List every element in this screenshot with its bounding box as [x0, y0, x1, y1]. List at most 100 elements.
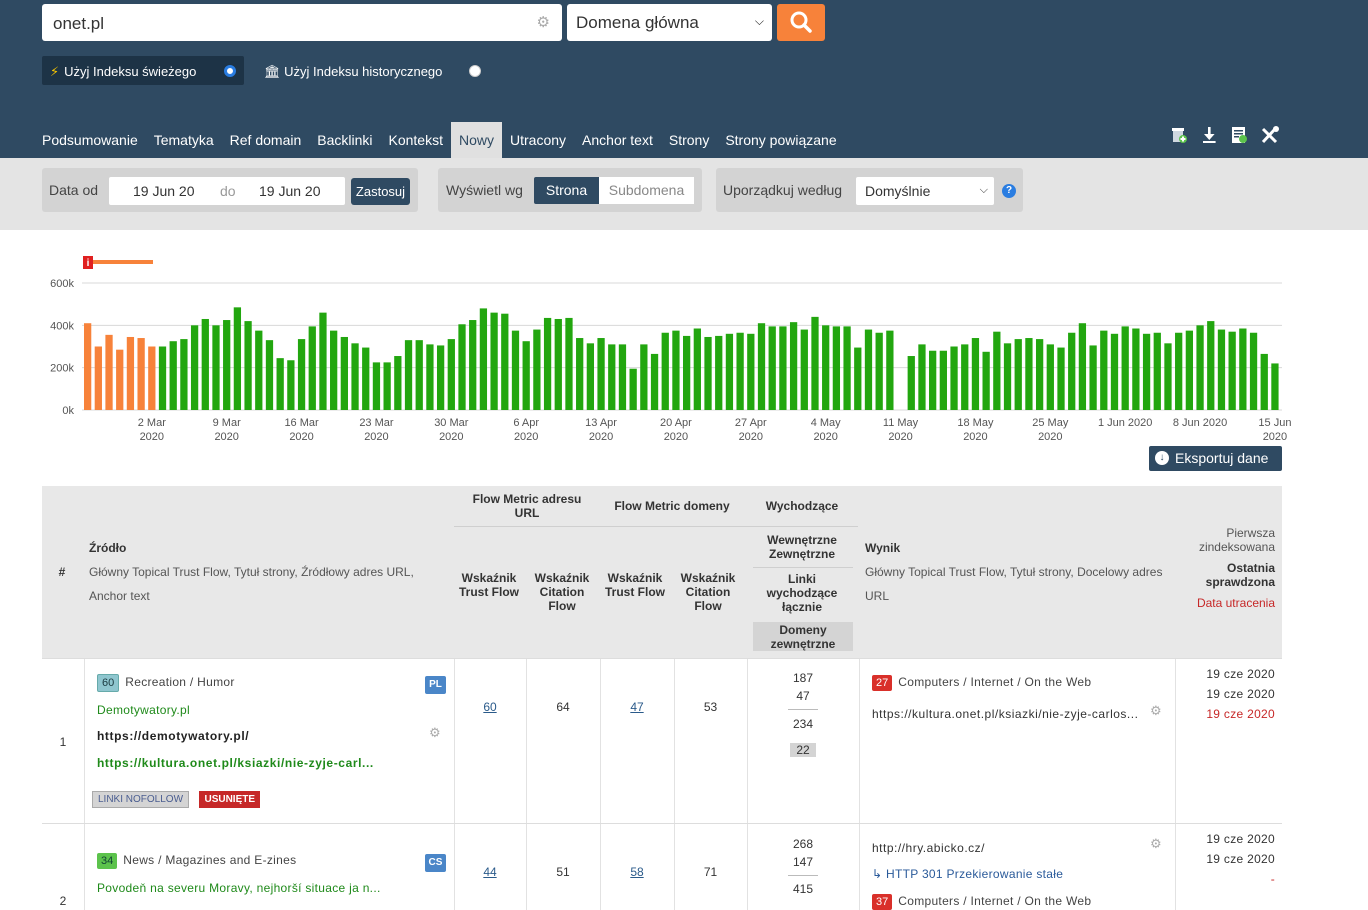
x-tick-year: 2020 [888, 431, 912, 443]
chart-bar [1057, 347, 1065, 410]
tab-utracony[interactable]: Utracony [510, 132, 567, 148]
domain-citation-flow: 53 [703, 700, 718, 714]
row-tags: LINKI NOFOLLOW USUNIĘTE [92, 789, 261, 808]
external-links: 268 [792, 837, 814, 851]
cell-divider [674, 824, 675, 910]
x-tick-year: 2020 [140, 431, 164, 443]
chart-bar [1239, 328, 1247, 410]
source-category[interactable]: Recreation / Humor [125, 675, 235, 689]
chart-bar [939, 350, 947, 410]
url-trust-flow[interactable]: 44 [483, 865, 497, 879]
chart-bar [255, 330, 263, 410]
col-last-header[interactable]: Ostatnia sprawdzona [1205, 561, 1275, 589]
result-category[interactable]: Computers / Internet / On the Web [898, 675, 1092, 689]
col-source-header[interactable]: Źródło [89, 541, 127, 555]
domain-trust-flow[interactable]: 58 [630, 865, 644, 879]
chart-bar [223, 320, 231, 410]
tab-tematyka[interactable]: Tematyka [153, 132, 214, 148]
cell-divider [600, 659, 601, 824]
chart-bar [854, 347, 862, 410]
y-tick-label: 0k [62, 405, 74, 417]
tab-strony-powiazane[interactable]: Strony powiązane [725, 132, 837, 148]
url-cf-header[interactable]: Wskaźnik Citation Flow [534, 571, 590, 613]
tab-podsumowanie[interactable]: Podsumowanie [42, 132, 138, 148]
tab-nowy[interactable]: Nowy [450, 122, 502, 158]
col-first-header[interactable]: Pierwsza zindeksowana [1198, 526, 1275, 554]
dom-cf-header[interactable]: Wskaźnik Citation Flow [680, 571, 736, 613]
col-source-sub-1: Główny Topical Trust Flow, Tytuł strony,… [89, 565, 414, 579]
out-intext-header[interactable]: Wewnętrzne Zewnętrzne [767, 533, 837, 561]
chart-bar [1046, 344, 1054, 410]
search-button[interactable] [777, 4, 825, 41]
sort-select[interactable]: Domyślnie ⌵ [856, 177, 994, 205]
source-category[interactable]: News / Magazines and E-zines [123, 853, 297, 867]
divider [788, 875, 818, 876]
tab-backlinki[interactable]: Backlinki [317, 132, 373, 148]
col-lost-header[interactable]: Data utracenia [1196, 596, 1275, 610]
backlinks-table: # Źródło Główny Topical Trust Flow, Tytu… [42, 486, 1282, 910]
add-to-bucket-icon[interactable] [1170, 126, 1188, 144]
chart-bar [105, 334, 113, 410]
search-input[interactable]: onet.pl ⚙ [42, 4, 562, 41]
target-url-link[interactable]: https://kultura.onet.pl/ksiazki/nie-zyje… [872, 707, 1139, 721]
date-to-value: 19 Jun 20 [259, 183, 321, 199]
chart-bar [351, 343, 359, 410]
download-icon[interactable] [1200, 126, 1218, 144]
gear-icon[interactable]: ⚙ [536, 14, 550, 31]
chart-bar [1078, 323, 1087, 410]
gear-icon[interactable]: ⚙ [429, 725, 441, 740]
historic-index-option[interactable]: 🏛 Użyj Indeksu historycznego [264, 64, 481, 80]
url-tf-header[interactable]: Wskaźnik Trust Flow [459, 571, 519, 599]
tab-anchor-text[interactable]: Anchor text [582, 132, 653, 148]
fresh-index-radio[interactable] [224, 65, 236, 77]
dom-tf-header[interactable]: Wskaźnik Trust Flow [605, 571, 665, 599]
report-icon[interactable] [1230, 126, 1248, 144]
total-outbound-links: 234 [792, 717, 814, 731]
fresh-index-option[interactable]: ⚡ Użyj Indeksu świeżego [42, 56, 244, 85]
table-row: 2 34 News / Magazines and E-zines CS Povo… [42, 823, 1282, 910]
chart-bar [779, 326, 787, 410]
gear-icon[interactable]: ⚙ [1150, 703, 1162, 718]
x-tick-label: 15 Jun [1258, 417, 1291, 429]
chart-bar [362, 347, 370, 410]
tab-kontekst[interactable]: Kontekst [388, 132, 443, 148]
redirect-text[interactable]: HTTP 301 Przekierowanie stałe [886, 867, 1064, 881]
target-url-link[interactable]: http://hry.abicko.cz/ [872, 841, 985, 855]
internal-links: 47 [796, 689, 810, 703]
first-indexed-date: 19 cze 2020 [1206, 832, 1275, 846]
out-total-header[interactable]: Linki wychodzące łącznie [766, 572, 838, 614]
tab-strony[interactable]: Strony [668, 132, 710, 148]
col-result-header[interactable]: Wynik [865, 541, 901, 555]
anchor-text-link[interactable]: https://kultura.onet.pl/ksiazki/nie-zyje… [97, 756, 374, 770]
chart-bar [330, 330, 338, 410]
out-domains-header[interactable]: Domeny zewnętrzne [753, 622, 853, 651]
chart-bar [715, 335, 723, 410]
date-range-input[interactable]: 19 Jun 20 do 19 Jun 20 [109, 177, 345, 205]
display-by-label: Wyświetl wg [446, 182, 523, 198]
date-range-box: Data od 19 Jun 20 do 19 Jun 20 Zastosuj [42, 168, 418, 212]
help-icon[interactable]: ? [1002, 184, 1016, 198]
x-tick-label: 1 Jun 2020 [1098, 417, 1152, 429]
display-page-button[interactable]: Strona [534, 177, 599, 204]
export-button[interactable]: ↓ Eksportuj dane [1149, 446, 1282, 471]
date-from-label: Data od [49, 182, 99, 198]
source-url-link[interactable]: https://demotywatory.pl/ [97, 729, 250, 743]
domain-trust-flow[interactable]: 47 [630, 700, 644, 714]
cell-divider [84, 659, 85, 824]
url-trust-flow[interactable]: 60 [483, 700, 497, 714]
tools-icon[interactable] [1260, 126, 1280, 144]
result-category[interactable]: Computers / Internet / On the Web [898, 894, 1092, 908]
chart-bar [672, 330, 680, 410]
display-subdomain-button[interactable]: Subdomena [599, 177, 694, 204]
dates-cell: 19 cze 2020 19 cze 2020 19 cze 2020 [1177, 664, 1275, 724]
chart-bar [297, 339, 306, 410]
x-tick-year: 2020 [664, 431, 688, 443]
historic-index-radio[interactable] [469, 65, 481, 77]
chart-bar [383, 362, 391, 410]
chart-bar [511, 330, 520, 410]
gear-icon[interactable]: ⚙ [1150, 836, 1162, 851]
export-label: Eksportuj dane [1175, 450, 1269, 466]
scope-select[interactable]: Domena główna ⌵ [567, 4, 772, 41]
apply-button[interactable]: Zastosuj [351, 178, 410, 205]
tab-ref-domain[interactable]: Ref domain [229, 132, 302, 148]
